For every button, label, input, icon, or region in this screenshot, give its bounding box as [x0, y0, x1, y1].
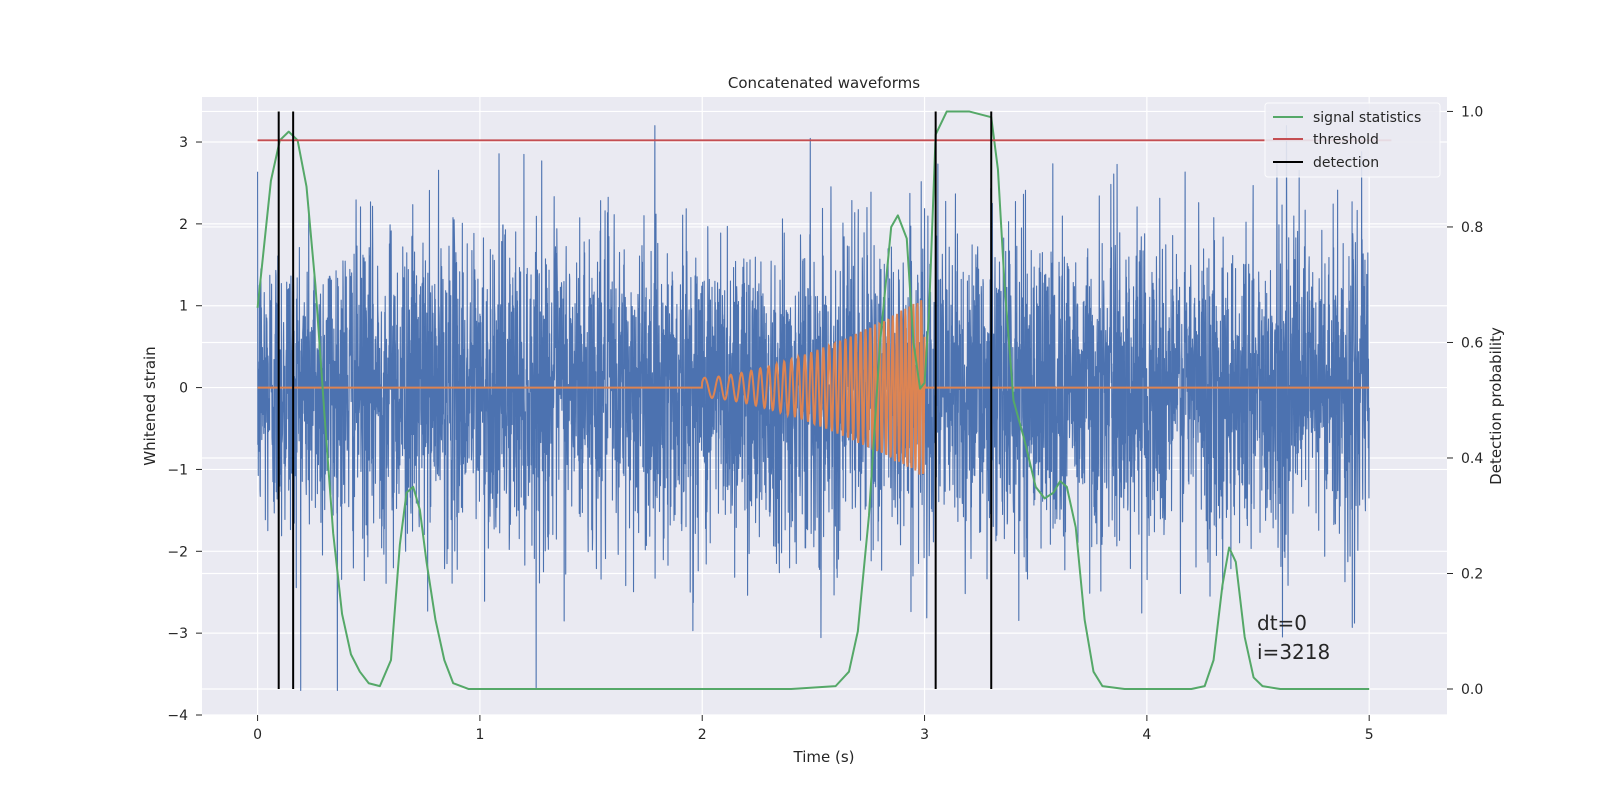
y2-axis-ticks: 0.0 0.2 0.4 0.6 0.8 1.0 — [1447, 104, 1483, 698]
y2-tick-label: 0.6 — [1461, 335, 1483, 351]
x-tick-label: 1 — [475, 727, 484, 743]
y2-axis-title: Detection probability — [1487, 327, 1505, 485]
y-axis-title: Whitened strain — [141, 346, 159, 465]
template-line — [257, 300, 1370, 475]
y2-tick-label: 0.8 — [1461, 220, 1483, 236]
annotation-dt: dt=0 — [1257, 611, 1307, 635]
legend-label-detection: detection — [1313, 155, 1379, 171]
y2-tick-label: 1.0 — [1461, 104, 1483, 120]
y-tick-label: −1 — [167, 462, 188, 478]
y-tick-label: 2 — [179, 217, 188, 233]
y-tick-label: −4 — [167, 708, 188, 724]
y-tick-label: 3 — [179, 135, 188, 151]
annotation-index: i=3218 — [1257, 640, 1330, 664]
signal-statistics-line — [256, 110, 1370, 691]
x-tick-label: 0 — [253, 727, 262, 743]
chart-title: Concatenated waveforms — [728, 74, 920, 92]
x-tick-label: 4 — [1142, 727, 1151, 743]
y-tick-label: 0 — [179, 381, 188, 397]
x-tick-label: 5 — [1365, 727, 1374, 743]
x-axis-title: Time (s) — [793, 748, 855, 766]
y2-tick-label: 0.4 — [1461, 451, 1483, 467]
legend-label-signal-statistics: signal statistics — [1313, 110, 1421, 126]
detection-series — [277, 111, 993, 690]
legend-label-threshold: threshold — [1313, 132, 1379, 148]
legend: signal statistics threshold detection — [1264, 102, 1441, 178]
y-tick-label: −2 — [167, 544, 188, 560]
y2-tick-label: 0.2 — [1461, 566, 1483, 582]
signal-statistics-series — [256, 110, 1370, 691]
y-axis-ticks: −4 −3 −2 −1 0 1 2 3 — [167, 135, 202, 724]
x-tick-label: 2 — [698, 727, 707, 743]
y2-tick-label: 0.0 — [1461, 682, 1483, 698]
x-axis-ticks: 0 1 2 3 4 5 — [253, 715, 1374, 743]
y-tick-label: 1 — [179, 299, 188, 315]
legend-box — [1264, 102, 1441, 178]
template-series — [257, 300, 1370, 475]
x-tick-label: 3 — [920, 727, 929, 743]
y-tick-label: −3 — [167, 626, 188, 642]
